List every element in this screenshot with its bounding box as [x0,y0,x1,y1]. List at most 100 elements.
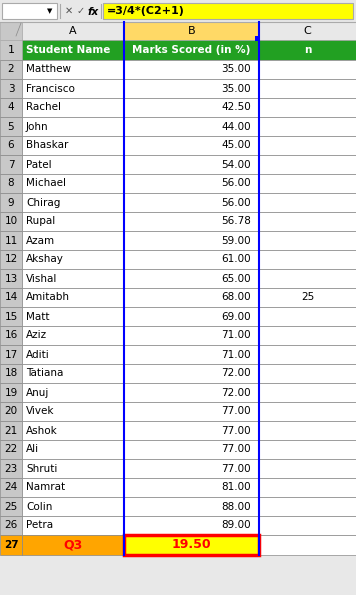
Bar [22,250,124,269]
Bar [255,36,260,41]
Bar [124,40,259,60]
Bar [22,60,124,79]
Text: 12: 12 [4,255,18,265]
Bar [0,98,22,117]
Text: 77.00: 77.00 [221,444,251,455]
Text: Francisco: Francisco [26,83,75,93]
Bar [22,440,124,459]
Bar [0,0,356,22]
Bar [124,155,259,174]
Bar [124,402,259,421]
Bar [0,288,22,307]
Bar [259,136,356,155]
Text: Patel: Patel [26,159,52,170]
Text: 77.00: 77.00 [221,406,251,416]
Text: 89.00: 89.00 [221,521,251,531]
Bar [0,497,22,516]
Text: 18: 18 [4,368,18,378]
Text: 19.50: 19.50 [172,538,211,552]
Bar [0,307,22,326]
Bar [124,421,259,440]
Text: Rupal: Rupal [26,217,55,227]
Text: 9: 9 [8,198,14,208]
Text: Namrat: Namrat [26,483,65,493]
Text: 77.00: 77.00 [221,464,251,474]
Text: Azam: Azam [26,236,55,246]
Bar [22,421,124,440]
Text: 19: 19 [4,387,18,397]
Bar [0,79,22,98]
Text: B: B [188,26,195,36]
Text: 77.00: 77.00 [221,425,251,436]
Text: Akshay: Akshay [26,255,64,265]
Bar [22,155,124,174]
Bar [259,79,356,98]
Bar [22,231,124,250]
Bar [22,117,124,136]
Bar [22,402,124,421]
Text: 42.50: 42.50 [221,102,251,112]
Bar [259,440,356,459]
Bar [22,288,124,307]
Text: 56.00: 56.00 [221,198,251,208]
Bar [0,22,356,40]
Bar [259,402,356,421]
Text: Tatiana: Tatiana [26,368,63,378]
Text: Amitabh: Amitabh [26,293,70,302]
Bar [124,497,259,516]
Text: 68.00: 68.00 [221,293,251,302]
Bar [259,40,356,60]
Bar [124,326,259,345]
Text: 56.78: 56.78 [221,217,251,227]
Text: 26: 26 [4,521,18,531]
Text: 7: 7 [8,159,14,170]
Text: Marks Scored (in %): Marks Scored (in %) [132,45,251,55]
Text: 21: 21 [4,425,18,436]
Text: 5: 5 [8,121,14,131]
Text: Anuj: Anuj [26,387,49,397]
Bar [0,60,22,79]
Bar [22,497,124,516]
Text: 23: 23 [4,464,18,474]
Text: 27: 27 [4,540,18,550]
Bar [2,3,57,19]
Bar [259,459,356,478]
Text: ✓: ✓ [77,6,85,16]
Text: Matt: Matt [26,312,49,321]
Text: 25: 25 [301,293,314,302]
Text: 61.00: 61.00 [221,255,251,265]
Bar [259,193,356,212]
Text: 56.00: 56.00 [221,178,251,189]
Bar [124,478,259,497]
Bar [259,269,356,288]
Bar [259,421,356,440]
Bar [124,98,259,117]
Bar [0,40,22,60]
Bar [259,117,356,136]
Bar [259,478,356,497]
Bar [0,440,22,459]
Bar [22,307,124,326]
Text: Colin: Colin [26,502,52,512]
Text: 13: 13 [4,274,18,283]
Bar [259,535,356,555]
Text: 72.00: 72.00 [221,387,251,397]
Text: 11: 11 [4,236,18,246]
Bar [0,269,22,288]
Text: 2: 2 [8,64,14,74]
Bar [124,79,259,98]
Text: 45.00: 45.00 [221,140,251,151]
Bar [124,269,259,288]
Text: 69.00: 69.00 [221,312,251,321]
Text: Vivek: Vivek [26,406,54,416]
Bar [124,60,259,79]
Text: fx: fx [87,7,99,17]
Bar [0,383,22,402]
Text: Matthew: Matthew [26,64,71,74]
Bar [0,478,22,497]
Text: 3: 3 [8,83,14,93]
Bar [22,136,124,155]
Text: 44.00: 44.00 [221,121,251,131]
Text: 22: 22 [4,444,18,455]
Bar [22,174,124,193]
